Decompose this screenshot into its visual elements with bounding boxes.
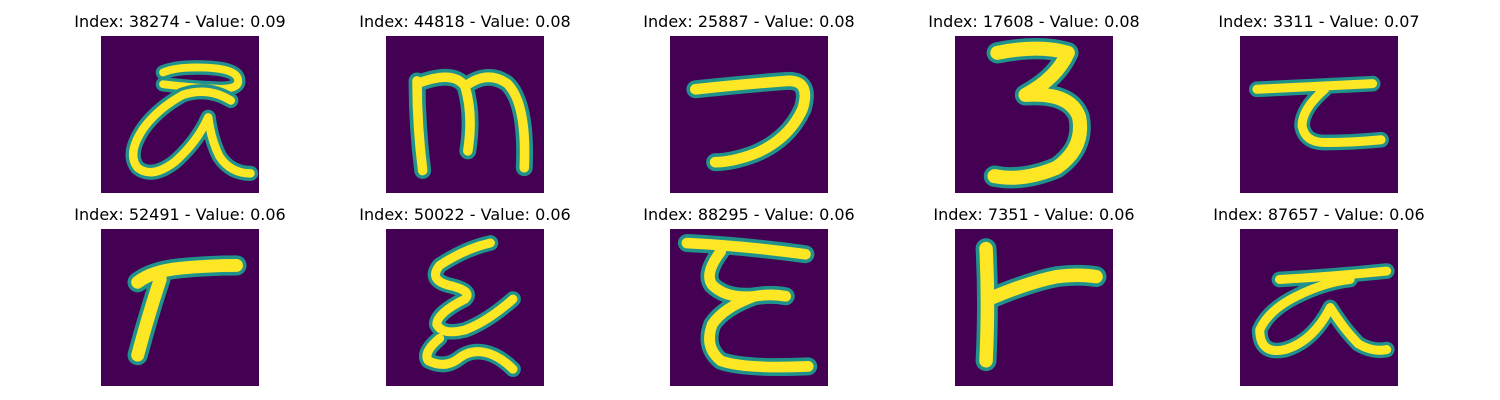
panel-title: Index: 87657 - Value: 0.06 — [1213, 205, 1425, 224]
grid-panel-7: Index: 50022 - Value: 0.06 — [350, 205, 580, 395]
xi-glyph — [386, 229, 544, 386]
grid-panel-3: Index: 25887 - Value: 0.08 — [634, 12, 864, 202]
gamma-glyph — [101, 229, 259, 386]
hook-glyph — [670, 36, 828, 193]
grid-panel-4: Index: 17608 - Value: 0.08 — [919, 12, 1149, 202]
panel-title: Index: 88295 - Value: 0.06 — [643, 205, 855, 224]
panel-title: Index: 25887 - Value: 0.08 — [643, 12, 855, 31]
alpha-ring-glyph — [101, 36, 259, 193]
epsilon-glyph — [670, 229, 828, 386]
panel-title: Index: 44818 - Value: 0.08 — [359, 12, 571, 31]
panel-title: Index: 50022 - Value: 0.06 — [359, 205, 571, 224]
panel-title: Index: 7351 - Value: 0.06 — [933, 205, 1135, 224]
three-glyph — [955, 36, 1113, 193]
grid-panel-5: Index: 3311 - Value: 0.07 — [1204, 12, 1434, 202]
m-glyph — [386, 36, 544, 193]
grid-panel-10: Index: 87657 - Value: 0.06 — [1204, 205, 1434, 395]
grid-panel-1: Index: 38274 - Value: 0.09 — [65, 12, 295, 202]
grid-panel-6: Index: 52491 - Value: 0.06 — [65, 205, 295, 395]
t-glyph — [955, 229, 1113, 386]
panel-title: Index: 38274 - Value: 0.09 — [74, 12, 286, 31]
grid-panel-9: Index: 7351 - Value: 0.06 — [919, 205, 1149, 395]
grid-panel-2: Index: 44818 - Value: 0.08 — [350, 12, 580, 202]
panel-title: Index: 3311 - Value: 0.07 — [1218, 12, 1420, 31]
grid-panel-8: Index: 88295 - Value: 0.06 — [634, 205, 864, 395]
alpha-bar-glyph — [1240, 229, 1398, 386]
panel-title: Index: 17608 - Value: 0.08 — [928, 12, 1140, 31]
tau-glyph — [1240, 36, 1398, 193]
panel-title: Index: 52491 - Value: 0.06 — [74, 205, 286, 224]
